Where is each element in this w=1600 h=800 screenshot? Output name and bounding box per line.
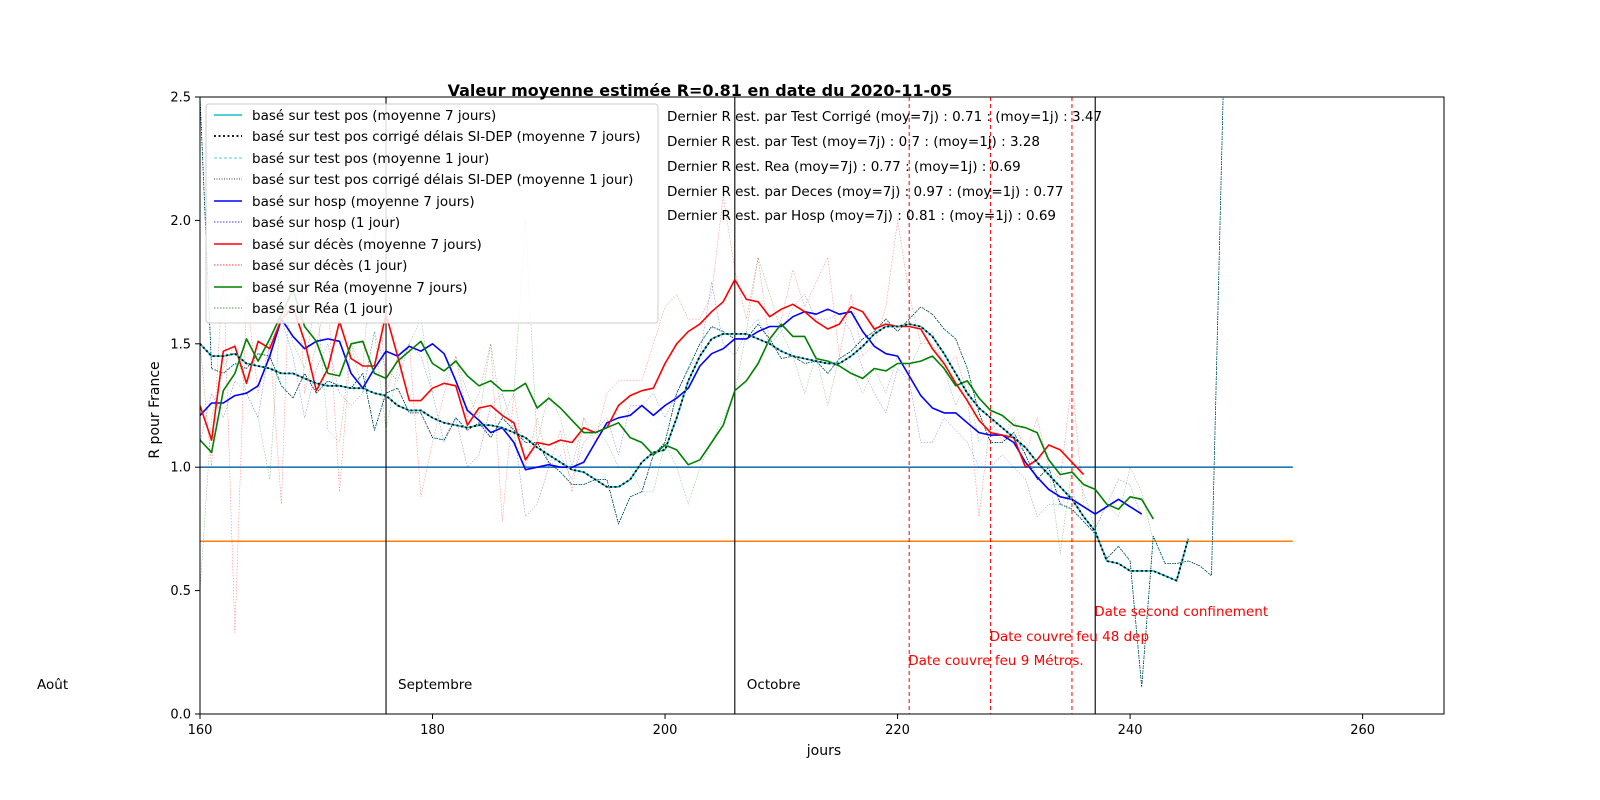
chart-title: Valeur moyenne estimée R=0.81 en date du… xyxy=(448,81,953,100)
y-axis-label: R pour France xyxy=(147,361,163,458)
series-line xyxy=(200,323,1190,582)
series-line xyxy=(200,288,1154,520)
plot-area xyxy=(200,97,1293,714)
y-tick-label: 2.5 xyxy=(170,91,191,106)
legend-entry: basé sur test pos corrigé délais SI-DEP … xyxy=(252,129,640,145)
info-line: Dernier R est. par Deces (moy=7j) : 0.97… xyxy=(667,184,1063,200)
y-tick-label: 1.0 xyxy=(170,461,191,476)
month-labels: Août Septembre Octobre xyxy=(37,677,801,693)
y-tick-label: 2.0 xyxy=(170,214,191,229)
series-line xyxy=(200,170,1084,633)
x-tick-label: 260 xyxy=(1350,723,1375,738)
plot-clipped xyxy=(200,97,1293,714)
month-label: Octobre xyxy=(747,677,801,693)
event-label: Date couvre feu 48 dep xyxy=(990,629,1149,645)
legend-entry: basé sur décès (moyenne 7 jours) xyxy=(252,237,482,253)
legend-frame xyxy=(205,103,659,324)
series-line xyxy=(200,308,1143,515)
legend-entry: basé sur hosp (1 jour) xyxy=(252,215,400,231)
x-tick-label: 200 xyxy=(653,723,678,738)
info-line: Dernier R est. par Hosp (moy=7j) : 0.81 … xyxy=(667,208,1056,224)
info-line: Dernier R est. par Test (moy=7j) : 0.7 :… xyxy=(667,134,1040,150)
x-tick-label: 220 xyxy=(885,723,910,738)
event-label: Date second confinement xyxy=(1094,604,1268,620)
y-tick-label: 0.5 xyxy=(170,584,191,599)
series-line xyxy=(200,220,1154,591)
legend-entry: basé sur test pos (moyenne 1 jour) xyxy=(252,151,489,167)
event-label: Date couvre feu 9 Métros. xyxy=(908,653,1084,669)
legend-entry: basé sur hosp (moyenne 7 jours) xyxy=(252,194,475,210)
legend-entry: basé sur test pos corrigé délais SI-DEP … xyxy=(252,172,633,188)
legend-entry: basé sur décès (1 jour) xyxy=(252,258,407,274)
x-tick-label: 160 xyxy=(188,723,213,738)
month-label: Août xyxy=(37,677,68,693)
legend-swatches xyxy=(214,114,242,309)
legend-entry: basé sur Réa (1 jour) xyxy=(252,301,393,317)
legend: basé sur test pos (moyenne 7 jours) basé… xyxy=(205,103,659,324)
x-tick-label: 240 xyxy=(1118,723,1143,738)
info-line: Dernier R est. Rea (moy=7j) : 0.77 : (mo… xyxy=(667,159,1021,175)
plot-frame xyxy=(199,96,1445,715)
y-tick-label: 0.0 xyxy=(170,708,191,723)
info-line: Dernier R est. par Test Corrigé (moy=7j)… xyxy=(667,109,1102,125)
x-tick-label: 180 xyxy=(420,723,445,738)
legend-entry: basé sur Réa (moyenne 7 jours) xyxy=(252,280,468,296)
month-label: Septembre xyxy=(398,677,472,693)
info-box: Dernier R est. par Test Corrigé (moy=7j)… xyxy=(667,109,1102,224)
event-annotations: Date second confinement Date couvre feu 4… xyxy=(908,604,1268,669)
x-axis-label: jours xyxy=(806,743,841,759)
y-tick-label: 1.5 xyxy=(170,337,191,352)
series-line xyxy=(200,278,1085,476)
series-line xyxy=(200,323,1189,582)
legend-entry: basé sur test pos (moyenne 7 jours) xyxy=(252,108,496,124)
axes: 160 180 200 220 240 260 0.0 0.5 1.0 1.5 2.0 2.5 xyxy=(170,91,1445,738)
